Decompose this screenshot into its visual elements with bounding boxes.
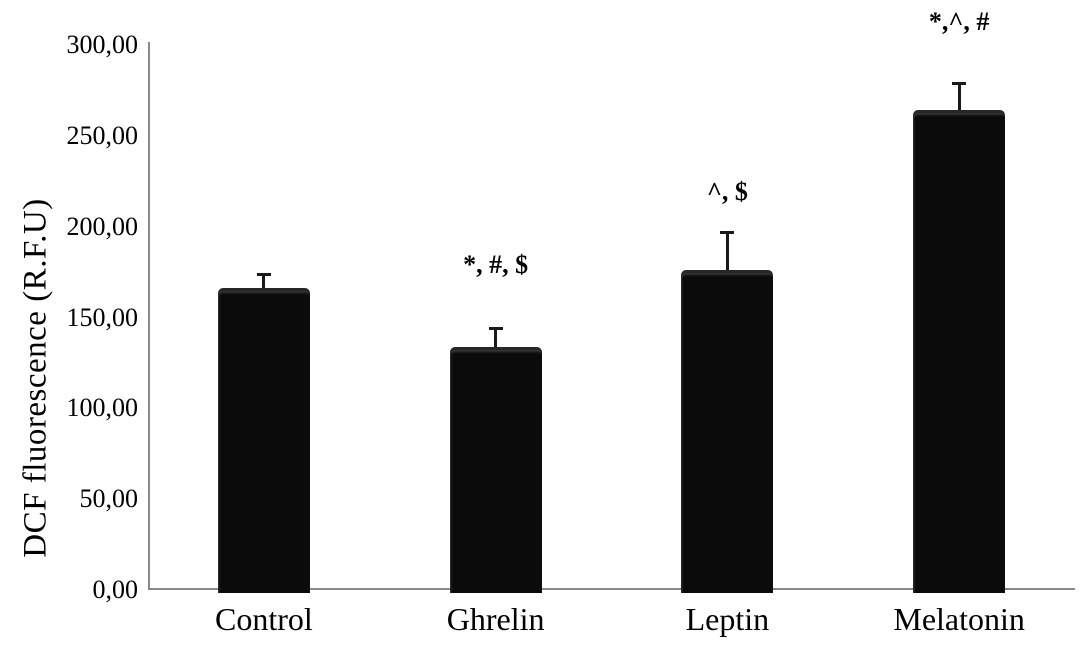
x-category-label-ghrelin: Ghrelin — [446, 601, 545, 637]
error-bar-leptin — [725, 232, 729, 275]
x-category-label-melatonin: Melatonin — [893, 601, 1025, 637]
bar-leptin — [681, 270, 774, 593]
y-axis-line — [148, 42, 150, 590]
y-tick-label-200: 200,00 — [66, 211, 139, 241]
x-category-label-leptin: Leptin — [685, 601, 770, 637]
error-bar-control — [262, 273, 266, 293]
bar-control — [217, 288, 310, 593]
significance-annotation-leptin: ^, $ — [706, 177, 748, 207]
y-tick-label-250: 250,00 — [66, 120, 139, 150]
error-bar-cap-control — [256, 272, 271, 276]
bar-melatonin — [913, 110, 1006, 593]
y-tick-label-0: 0,00 — [92, 575, 139, 604]
error-bar-cap-ghrelin — [488, 327, 503, 331]
y-tick-label-150: 150,00 — [66, 302, 139, 332]
significance-annotation-ghrelin: *, #, $ — [463, 250, 529, 280]
y-tick-label-100: 100,00 — [66, 393, 139, 423]
bar-ghrelin — [449, 346, 542, 593]
x-category-label-control: Control — [214, 601, 313, 637]
error-bar-ghrelin — [494, 328, 498, 351]
significance-annotation-melatonin: *,^, # — [928, 7, 990, 37]
error-bar-cap-leptin — [720, 231, 735, 235]
y-tick-label-300: 300,00 — [66, 30, 139, 59]
x-axis-line — [148, 588, 1075, 590]
error-bar-melatonin — [957, 83, 961, 115]
y-tick-label-50: 50,00 — [79, 484, 139, 514]
error-bar-cap-melatonin — [952, 82, 967, 86]
